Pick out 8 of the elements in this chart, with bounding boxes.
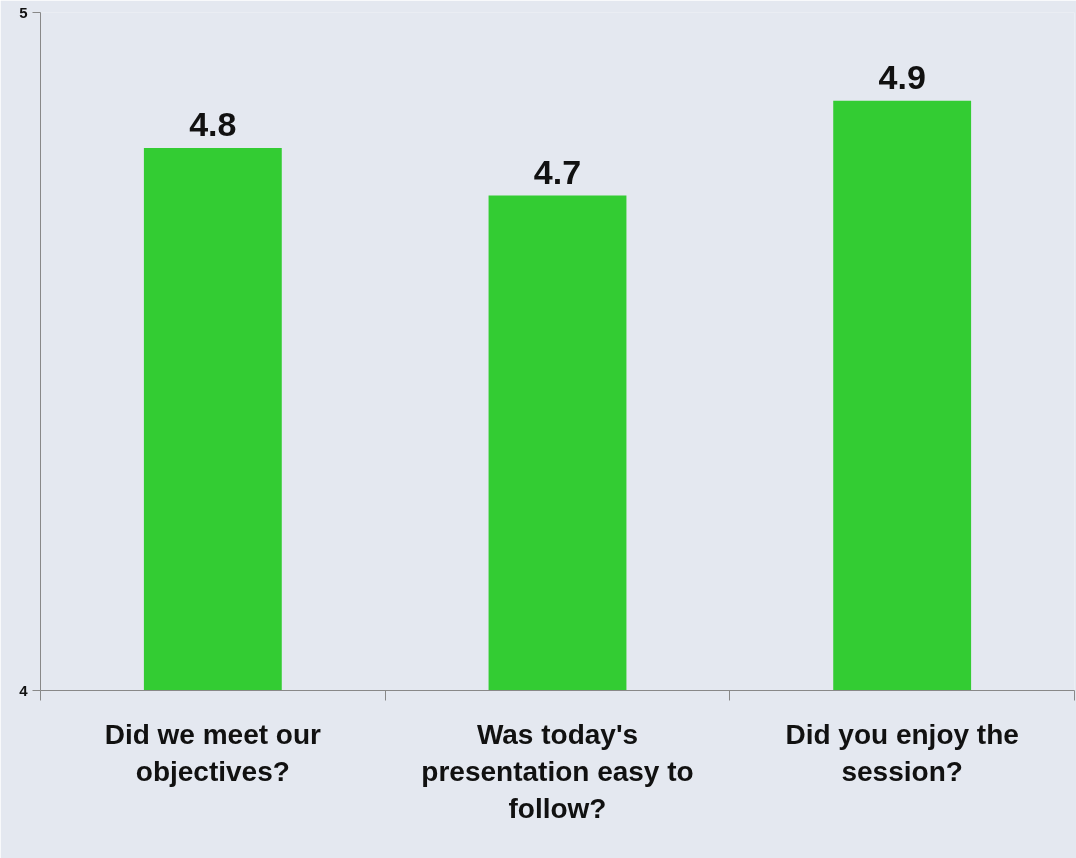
data-label: 4.8 — [189, 105, 237, 144]
y-tick-label: 4 — [19, 681, 29, 699]
x-tick-label: Did we meet our objectives? — [104, 718, 322, 787]
y-tick-label: 5 — [19, 3, 28, 21]
x-tick-label: Did you enjoy the session? — [785, 718, 1019, 787]
x-tick-label: Was today's presentation easy to follow? — [421, 718, 694, 824]
data-label: 4.7 — [533, 152, 582, 191]
data-label: 4.9 — [878, 57, 926, 96]
